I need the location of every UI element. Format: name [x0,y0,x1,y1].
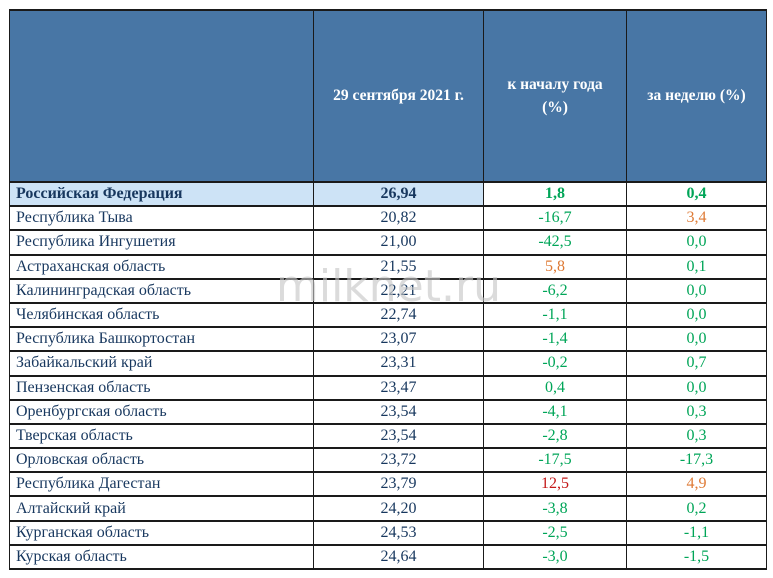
value-cell: 24,64 [313,543,484,571]
ytd-cell: 12,5 [483,471,627,498]
week-cell: 0,3 [626,422,767,450]
table-row: Республика Ингушетия 21,00 -42,5 0,0 [9,229,767,256]
ytd-cell: -16,7 [483,205,627,232]
table-row: Орловская область 23,72 -17,5 -17,3 [9,447,767,474]
ytd-cell: -0,2 [483,350,627,377]
region-cell: Республика Тыва [9,205,314,232]
region-cell: Тверская область [9,422,314,450]
ytd-cell: -42,5 [483,229,627,256]
week-cell: 0,4 [626,180,767,208]
ytd-cell: -4,1 [483,398,627,425]
week-cell: -1,5 [626,543,767,571]
region-cell: Курганская область [9,519,314,546]
ytd-cell: -17,5 [483,447,627,474]
value-cell: 20,82 [313,205,484,232]
table-row: Республика Башкортостан 23,07 -1,4 0,0 [9,326,767,353]
table-row: Курганская область 24,53 -2,5 -1,1 [9,519,767,546]
page: 29 сентября 2021 г. к началу года (%) за… [0,9,773,578]
week-cell: 0,2 [626,495,767,522]
region-cell: Российская Федерация [9,180,314,208]
week-cell: 0,3 [626,398,767,425]
table-row: Оренбургская область 23,54 -4,1 0,3 [9,398,767,425]
ytd-cell: -6,2 [483,277,627,304]
value-cell: 21,55 [313,253,484,280]
week-cell: 3,4 [626,205,767,232]
region-cell: Алтайский край [9,495,314,522]
region-cell: Забайкальский край [9,350,314,377]
value-cell: 23,31 [313,350,484,377]
value-cell: 23,54 [313,398,484,425]
week-cell: -1,1 [626,519,767,546]
table-row: Пензенская область 23,47 0,4 0,0 [9,374,767,401]
table-row: Курская область 24,64 -3,0 -1,5 [9,543,767,571]
ytd-cell: 1,8 [483,180,627,208]
header-week: за неделю (%) [626,9,767,183]
table-row: Калининградская область 22,21 -6,2 0,0 [9,277,767,304]
value-cell: 26,94 [313,180,484,208]
value-cell: 24,20 [313,495,484,522]
region-cell: Оренбургская область [9,398,314,425]
ytd-cell: 0,4 [483,374,627,401]
ytd-cell: -3,0 [483,543,627,571]
table-row: Республика Дагестан 23,79 12,5 4,9 [9,471,767,498]
table-row: Астраханская область 21,55 5,8 0,1 [9,253,767,280]
value-cell: 22,21 [313,277,484,304]
table-row: Тверская область 23,54 -2,8 0,3 [9,422,767,450]
region-cell: Калининградская область [9,277,314,304]
value-cell: 22,74 [313,301,484,329]
table-row: Забайкальский край 23,31 -0,2 0,7 [9,350,767,377]
value-cell: 21,00 [313,229,484,256]
header-date: 29 сентября 2021 г. [313,9,484,183]
week-cell: 0,1 [626,253,767,280]
region-cell: Курская область [9,543,314,571]
week-cell: 0,7 [626,350,767,377]
table-row: Алтайский край 24,20 -3,8 0,2 [9,495,767,522]
table-row: Республика Тыва 20,82 -16,7 3,4 [9,205,767,232]
value-cell: 24,53 [313,519,484,546]
value-cell: 23,79 [313,471,484,498]
region-cell: Республика Дагестан [9,471,314,498]
week-cell: 0,0 [626,301,767,329]
table-body: Российская Федерация 26,94 1,8 0,4 Республик… [9,180,767,571]
header-region [9,9,314,183]
value-cell: 23,47 [313,374,484,401]
region-cell: Астраханская область [9,253,314,280]
value-cell: 23,07 [313,326,484,353]
ytd-cell: -2,5 [483,519,627,546]
ytd-cell: -1,4 [483,326,627,353]
week-cell: 4,9 [626,471,767,498]
ytd-cell: -2,8 [483,422,627,450]
week-cell: 0,0 [626,326,767,353]
table-header: 29 сентября 2021 г. к началу года (%) за… [9,9,767,183]
ytd-cell: -3,8 [483,495,627,522]
value-cell: 23,72 [313,447,484,474]
ytd-cell: -1,1 [483,301,627,329]
region-cell: Орловская область [9,447,314,474]
week-cell: 0,0 [626,374,767,401]
header-ytd: к началу года (%) [483,9,627,183]
region-cell: Пензенская область [9,374,314,401]
price-table: 29 сентября 2021 г. к началу года (%) за… [9,9,767,571]
region-cell: Челябинская область [9,301,314,329]
week-cell: 0,0 [626,229,767,256]
week-cell: -17,3 [626,447,767,474]
table-row: Российская Федерация 26,94 1,8 0,4 [9,180,767,208]
region-cell: Республика Ингушетия [9,229,314,256]
ytd-cell: 5,8 [483,253,627,280]
region-cell: Республика Башкортостан [9,326,314,353]
value-cell: 23,54 [313,422,484,450]
table-row: Челябинская область 22,74 -1,1 0,0 [9,301,767,329]
week-cell: 0,0 [626,277,767,304]
